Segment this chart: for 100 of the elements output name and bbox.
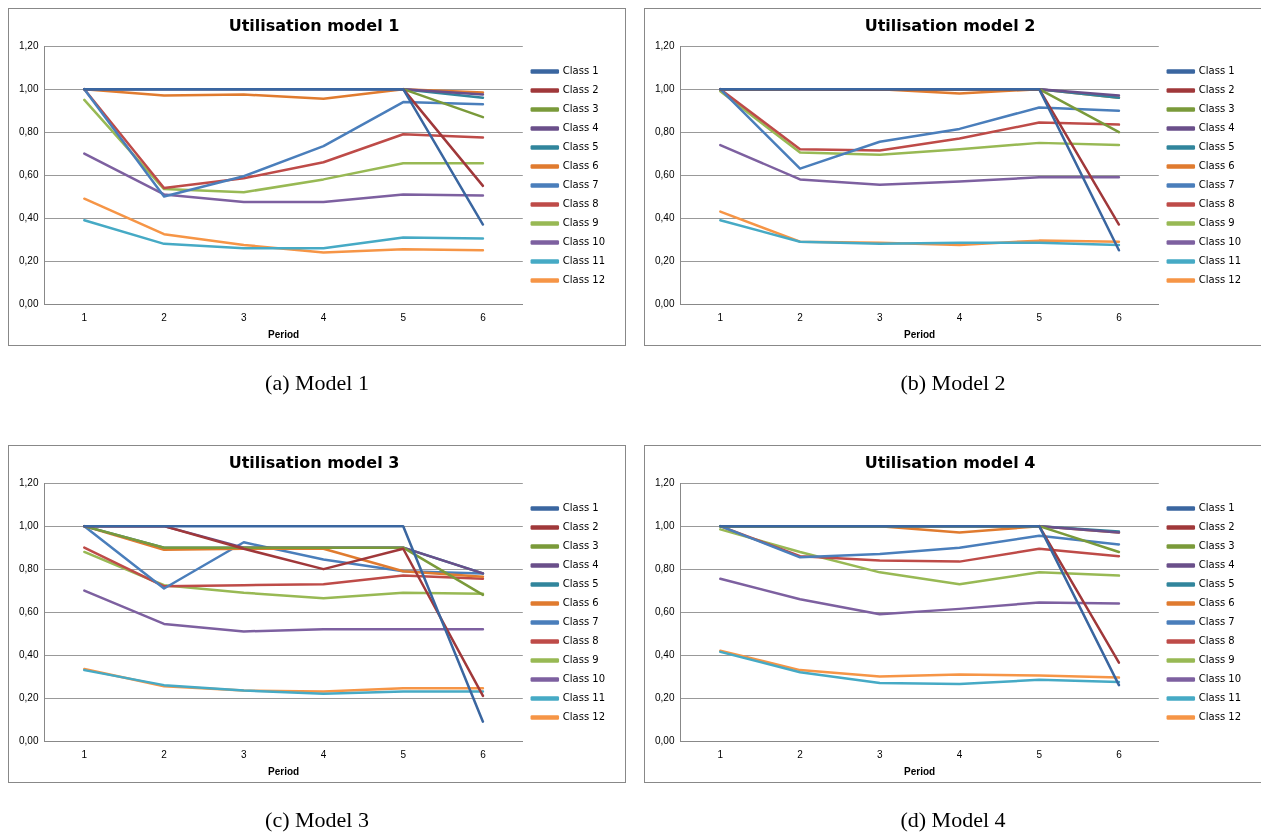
legend-label: Class 5: [562, 141, 599, 153]
chart-title: Utilisation model 2: [864, 15, 1036, 35]
legend-label: Class 12: [1198, 274, 1242, 286]
x-tick-label: 6: [480, 311, 487, 323]
y-tick-label: 0,20: [18, 254, 39, 266]
y-tick-label: 0,60: [654, 605, 675, 617]
text: (a) Model 1: [264, 370, 370, 396]
y-tick-label: 0,00: [654, 297, 675, 309]
legend-label: Class 11: [1198, 255, 1242, 267]
legend-label: Class 12: [562, 711, 606, 723]
x-tick-label: 4: [320, 311, 327, 323]
legend-label: Class 8: [1198, 635, 1235, 647]
x-tick-label: 4: [956, 311, 963, 323]
y-tick-label: 0,80: [18, 562, 39, 574]
legend-label: Class 3: [1198, 103, 1235, 115]
legend-label: Class 7: [1198, 179, 1235, 191]
legend-label: Class 3: [562, 540, 599, 552]
x-tick-label: 1: [717, 311, 724, 323]
legend-label: Class 1: [562, 65, 599, 77]
y-tick-label: 0,40: [654, 211, 675, 223]
y-tick-label: 0,80: [654, 562, 675, 574]
y-tick-label: 0,20: [654, 254, 675, 266]
legend-label: Class 4: [1198, 122, 1235, 134]
legend-label: Class 9: [1198, 654, 1235, 666]
legend-label: Class 10: [1198, 673, 1242, 685]
x-tick-label: 2: [797, 311, 804, 323]
y-tick-label: 0,00: [654, 734, 675, 746]
x-tick-label: 5: [1036, 311, 1043, 323]
legend-label: Class 1: [562, 502, 599, 514]
legend-label: Class 12: [562, 274, 606, 286]
x-tick-label: 5: [1036, 748, 1043, 760]
legend-label: Class 9: [1198, 217, 1235, 229]
x-tick-label: 1: [717, 748, 724, 760]
x-tick-label: 6: [1116, 311, 1123, 323]
legend-label: Class 8: [1198, 198, 1235, 210]
x-tick-label: 1: [81, 748, 88, 760]
legend-label: Class 3: [562, 103, 599, 115]
y-tick-label: 0,40: [18, 648, 39, 660]
legend-label: Class 6: [1198, 160, 1235, 172]
chart-title: Utilisation model 3: [228, 452, 400, 472]
legend-label: Class 4: [562, 122, 599, 134]
x-tick-label: 6: [480, 748, 487, 760]
y-tick-label: 1,20: [654, 476, 675, 488]
y-tick-label: 1,00: [18, 519, 39, 531]
y-tick-label: 1,20: [18, 39, 39, 51]
legend-label: Class 4: [1198, 559, 1235, 571]
y-tick-label: 1,20: [654, 39, 675, 51]
legend-label: Class 2: [1198, 84, 1235, 96]
x-tick-label: 3: [876, 748, 883, 760]
y-tick-label: 1,00: [18, 82, 39, 94]
legend-label: Class 7: [562, 179, 599, 191]
legend-label: Class 11: [1198, 692, 1242, 704]
legend-label: Class 7: [562, 616, 599, 628]
y-tick-label: 0,40: [654, 648, 675, 660]
y-tick-label: 0,80: [654, 125, 675, 137]
y-tick-label: 0,60: [654, 168, 675, 180]
y-tick-label: 1,00: [654, 82, 675, 94]
x-tick-label: 2: [161, 748, 168, 760]
y-tick-label: 0,00: [18, 734, 39, 746]
x-tick-label: 1: [81, 311, 88, 323]
x-tick-label: 6: [1116, 748, 1123, 760]
legend-label: Class 1: [1198, 65, 1235, 77]
legend-label: Class 11: [562, 255, 606, 267]
x-tick-label: 3: [876, 311, 883, 323]
x-axis-title: Period: [268, 765, 300, 777]
y-tick-label: 1,00: [654, 519, 675, 531]
y-tick-label: 0,40: [18, 211, 39, 223]
legend-label: Class 11: [562, 692, 606, 704]
legend-label: Class 7: [1198, 616, 1235, 628]
y-tick-label: 0,80: [18, 125, 39, 137]
x-axis-title: Period: [268, 328, 300, 340]
x-tick-label: 3: [240, 748, 247, 760]
y-tick-label: 0,00: [18, 297, 39, 309]
x-tick-label: 2: [161, 311, 168, 323]
legend-label: Class 9: [562, 654, 599, 666]
legend-label: Class 6: [1198, 597, 1235, 609]
legend-label: Class 5: [1198, 141, 1235, 153]
legend-label: Class 12: [1198, 711, 1242, 723]
legend-label: Class 5: [562, 578, 599, 590]
y-tick-label: 0,20: [18, 691, 39, 703]
text: (b) Model 2: [899, 370, 1007, 396]
legend-label: Class 10: [562, 236, 606, 248]
legend-label: Class 5: [1198, 578, 1235, 590]
x-axis-title: Period: [904, 765, 936, 777]
y-tick-label: 0,60: [18, 168, 39, 180]
y-tick-label: 0,60: [18, 605, 39, 617]
legend-label: Class 3: [1198, 540, 1235, 552]
x-tick-label: 3: [240, 311, 247, 323]
x-tick-label: 2: [797, 748, 804, 760]
legend-label: Class 6: [562, 597, 599, 609]
legend-label: Class 8: [562, 198, 599, 210]
x-tick-label: 4: [956, 748, 963, 760]
text: (c) Model 3: [264, 807, 370, 833]
x-tick-label: 5: [400, 748, 407, 760]
legend-label: Class 2: [1198, 521, 1235, 533]
chart-title: Utilisation model 1: [228, 15, 400, 35]
y-tick-label: 0,20: [654, 691, 675, 703]
legend-label: Class 10: [1198, 236, 1242, 248]
x-tick-label: 4: [320, 748, 327, 760]
legend-label: Class 10: [562, 673, 606, 685]
